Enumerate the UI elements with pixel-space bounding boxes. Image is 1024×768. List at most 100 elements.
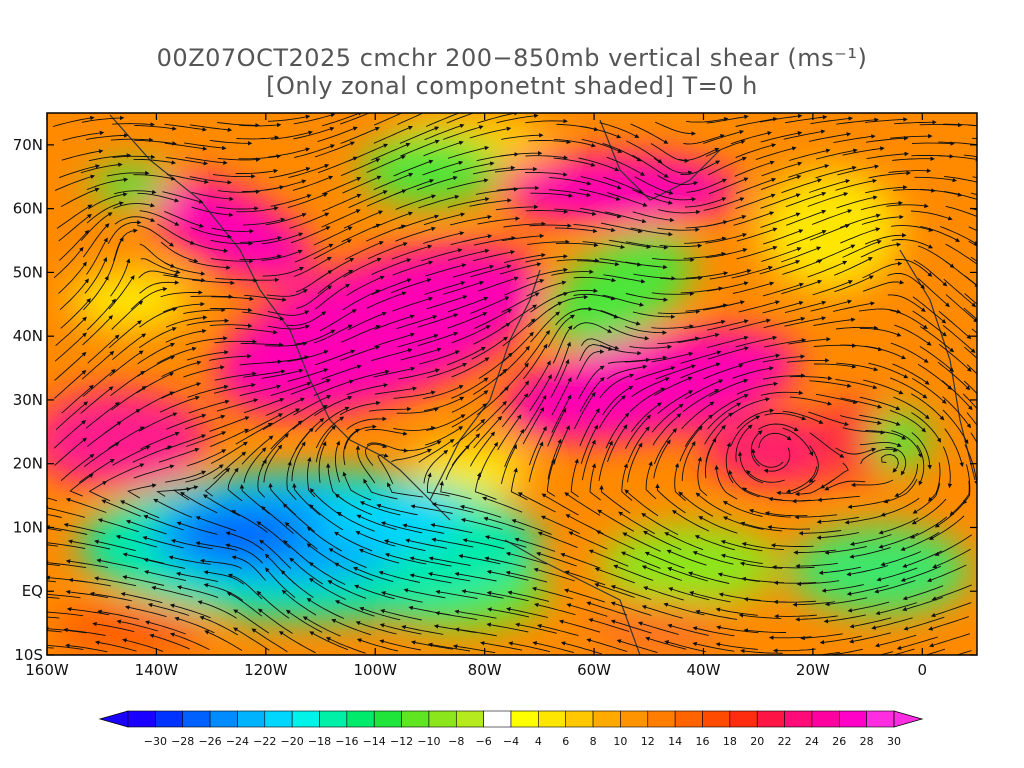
streamline	[191, 191, 234, 202]
streamline	[161, 382, 202, 399]
streamline	[785, 115, 828, 124]
streamline	[61, 149, 104, 161]
streamline	[368, 406, 412, 412]
streamline	[964, 293, 977, 305]
lon-tick-label: 100W	[354, 661, 398, 679]
streamline	[233, 609, 270, 634]
streamline	[707, 335, 749, 349]
streamline	[238, 154, 282, 160]
streamline	[633, 273, 676, 281]
streamline	[681, 441, 696, 482]
colorbar-label: −26	[198, 735, 221, 748]
streamline	[267, 324, 310, 330]
streamline	[374, 113, 403, 126]
streamline	[741, 542, 784, 551]
streamline	[537, 623, 579, 637]
streamline	[260, 506, 294, 534]
streamline	[315, 416, 345, 449]
streamline	[47, 630, 62, 633]
streamline	[579, 207, 622, 219]
streamline	[865, 429, 907, 440]
streamline	[325, 637, 366, 654]
streamline	[165, 156, 209, 166]
streamline	[186, 350, 229, 361]
streamline	[346, 416, 387, 430]
streamline	[339, 400, 381, 416]
streamline	[776, 479, 816, 496]
streamline	[110, 258, 131, 297]
streamline	[608, 325, 650, 341]
streamline	[874, 580, 916, 594]
streamline	[63, 627, 106, 636]
streamline	[599, 344, 642, 356]
streamline	[522, 406, 545, 445]
streamline	[807, 192, 849, 207]
streamline	[622, 532, 661, 552]
streamline	[531, 586, 574, 600]
streamline	[451, 377, 489, 399]
streamline	[664, 640, 706, 653]
streamline	[398, 368, 440, 380]
streamline	[631, 377, 670, 398]
streamline	[759, 259, 801, 275]
streamline	[327, 580, 367, 599]
streamline	[788, 164, 830, 178]
streamline	[883, 478, 918, 504]
streamline	[231, 510, 268, 533]
streamline	[871, 617, 913, 630]
streamline	[447, 145, 490, 159]
colorbar-label: 20	[750, 735, 764, 748]
streamline	[972, 176, 977, 179]
streamline	[503, 221, 547, 228]
streamline	[270, 130, 313, 140]
streamline	[716, 625, 759, 634]
streamline	[214, 371, 257, 381]
streamline	[217, 189, 261, 194]
streamline	[340, 158, 381, 177]
streamline	[313, 226, 353, 246]
streamline	[164, 142, 208, 151]
streamline	[47, 540, 86, 549]
streamline	[927, 462, 941, 502]
streamline	[685, 303, 728, 312]
streamline	[608, 239, 652, 249]
streamline	[606, 156, 646, 176]
streamline	[653, 376, 693, 396]
streamline	[308, 578, 346, 600]
streamline	[657, 175, 699, 186]
streamline	[558, 619, 601, 633]
streamline	[261, 249, 303, 261]
streamline	[356, 514, 397, 531]
streamline	[120, 500, 160, 519]
streamline	[610, 601, 652, 616]
streamline	[396, 407, 439, 414]
colorbar-swatch	[291, 710, 320, 728]
streamline	[227, 467, 243, 502]
streamline	[815, 393, 858, 405]
streamline	[47, 580, 56, 583]
streamline	[703, 363, 744, 380]
streamline	[735, 335, 778, 348]
streamline	[451, 325, 491, 344]
streamline	[501, 233, 545, 242]
streamline	[321, 177, 362, 195]
streamline	[396, 315, 438, 330]
streamline	[842, 146, 885, 156]
streamline	[292, 175, 334, 191]
lat-tick-label: EQ	[22, 582, 43, 600]
streamline	[702, 300, 745, 311]
streamline	[641, 565, 683, 581]
streamline	[213, 382, 256, 394]
streamline	[448, 296, 489, 313]
streamline	[184, 414, 226, 430]
streamline	[602, 385, 634, 416]
streamline	[893, 396, 930, 420]
streamline	[391, 448, 432, 463]
streamline	[736, 408, 775, 430]
streamline	[59, 278, 89, 311]
streamline	[313, 324, 353, 344]
streamline	[243, 217, 286, 226]
streamline	[322, 113, 363, 127]
streamline	[236, 135, 280, 140]
